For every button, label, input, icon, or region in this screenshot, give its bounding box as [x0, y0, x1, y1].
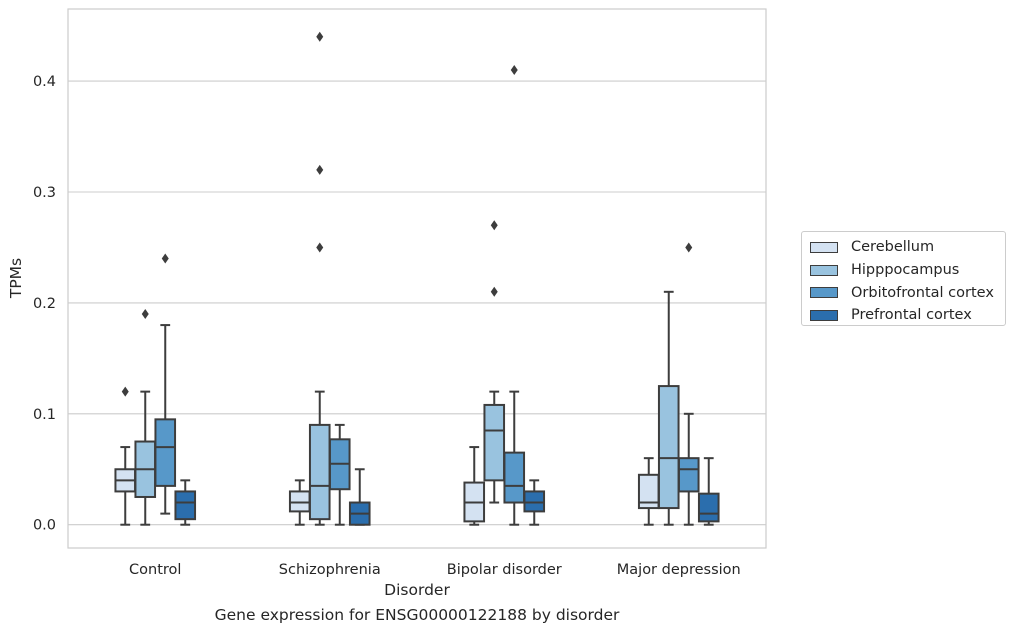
chart-caption: Gene expression for ENSG00000122188 by d…: [214, 606, 620, 624]
box: [697, 492, 720, 523]
outlier-point: [510, 64, 518, 75]
box-cerebellum: [114, 386, 137, 526]
y-tick-label: 0.0: [33, 518, 56, 534]
plot-frame: [67, 8, 767, 549]
x-tick-label: Bipolar disorder: [447, 562, 562, 578]
box-cerebellum: [637, 457, 660, 526]
box-orbitofrontal-cortex: [328, 423, 351, 526]
box-prefrontal-cortex: [697, 457, 720, 526]
outlier-point: [490, 286, 498, 297]
box: [657, 385, 680, 510]
box-cerebellum: [463, 446, 486, 526]
outlier-point: [141, 308, 149, 319]
legend-swatch: [810, 309, 838, 321]
box: [308, 423, 331, 521]
legend-swatch: [810, 264, 838, 276]
outlier-point: [121, 386, 129, 397]
box: [523, 490, 546, 513]
y-tick-label: 0.1: [33, 407, 56, 423]
legend-swatch: [810, 241, 838, 253]
y-tick-label: 0.3: [33, 185, 56, 201]
legend-item-cerebellum: Cerebellum: [810, 236, 997, 259]
x-tick-label: Control: [129, 562, 181, 578]
legend-label: Cerebellum: [851, 239, 935, 256]
legend-item-hippocampus: Hipppocampus: [810, 259, 997, 282]
box: [174, 490, 197, 521]
outlier-point: [316, 164, 324, 175]
legend-swatch: [810, 287, 838, 299]
box-marks: [114, 31, 720, 526]
x-tick-label: Schizophrenia: [279, 562, 381, 578]
legend-item-orbitofrontal-cortex: Orbitofrontal cortex: [810, 281, 997, 304]
box-prefrontal-cortex: [348, 468, 371, 526]
y-axis-label: TPMs: [7, 258, 25, 299]
box-prefrontal-cortex: [523, 479, 546, 526]
box-hipppocampus: [134, 308, 157, 526]
legend-item-prefrontal-cortex: Prefrontal cortex: [810, 304, 997, 327]
box: [288, 490, 311, 513]
y-axis-ticks: 0.0 0.1 0.2 0.3 0.4: [33, 74, 56, 534]
box-orbitofrontal-cortex: [677, 242, 700, 526]
outlier-point: [316, 31, 324, 42]
box-hipppocampus: [308, 31, 331, 526]
legend-label: Orbitofrontal cortex: [851, 284, 994, 301]
box-hipppocampus: [483, 220, 506, 504]
box-orbitofrontal-cortex: [503, 64, 526, 526]
x-tick-label: Major depression: [617, 562, 741, 578]
box: [483, 403, 506, 482]
y-tick-label: 0.4: [33, 74, 56, 90]
outlier-point: [490, 220, 498, 231]
legend-label: Prefrontal cortex: [851, 307, 972, 324]
y-tick-label: 0.2: [33, 296, 56, 312]
box: [503, 451, 526, 504]
legend-label: Hipppocampus: [851, 262, 960, 279]
box-orbitofrontal-cortex: [154, 253, 177, 515]
outlier-point: [685, 242, 693, 253]
box-prefrontal-cortex: [174, 479, 197, 526]
box-hipppocampus: [657, 290, 680, 526]
x-axis-label: Disorder: [384, 581, 450, 599]
outlier-point: [161, 253, 169, 264]
box: [677, 457, 700, 493]
outlier-point: [316, 242, 324, 253]
box: [154, 418, 177, 487]
x-axis-ticks: Control Schizophrenia Bipolar disorder Majo…: [129, 562, 741, 578]
box-cerebellum: [288, 479, 311, 526]
legend: Cerebellum Hipppocampus Orbitofrontal co…: [801, 231, 1006, 326]
